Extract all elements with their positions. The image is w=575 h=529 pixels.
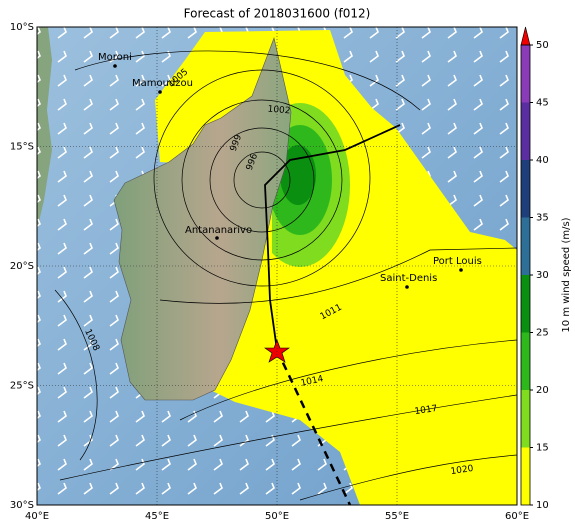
track-forecast <box>275 349 352 505</box>
colorbar-bin <box>521 390 530 448</box>
lon-tick-label: 55°E <box>385 511 409 522</box>
lon-tick-label: 40°E <box>25 511 49 522</box>
axes: 40°E 45°E 50°E 55°E 60°E 10°S 15°S 20°S 25°S 30°S <box>10 22 529 522</box>
city-marker <box>215 236 219 240</box>
lat-tick-label: 30°S <box>10 500 34 511</box>
colorbar: 10 15 20 25 30 35 40 45 50 10 m wind speed (m/s) <box>520 26 572 511</box>
city-marker <box>405 285 409 289</box>
city-label: Saint-Denis <box>380 273 437 284</box>
madagascar <box>113 36 292 401</box>
city-marker <box>113 64 117 68</box>
gridlines <box>37 27 517 505</box>
city-label: Antananarivo <box>185 225 252 236</box>
colorbar-tick-label: 45 <box>536 98 549 109</box>
city-marker <box>459 268 463 272</box>
colorbar-bin <box>521 447 530 505</box>
isobar-label: 1017 <box>414 404 438 417</box>
isobar-label: 1002 <box>267 105 291 117</box>
colorbar-extend <box>520 26 531 46</box>
frame <box>36 26 518 506</box>
lat-tick-label: 15°S <box>10 142 34 153</box>
isobar-label: 1014 <box>300 374 325 389</box>
lon-tick-label: 45°E <box>145 511 169 522</box>
isobar-label: 1020 <box>450 464 474 477</box>
colorbar-bin <box>521 217 530 275</box>
isobars <box>54 50 517 501</box>
map: Moroni Mamoudzou Antananarivo Saint-Denis Po… <box>37 27 517 505</box>
colorbar-bin <box>521 160 530 218</box>
colorbar-tick-label: 10 <box>536 500 549 511</box>
colorbar-tick-label: 35 <box>536 213 549 224</box>
city-label: Port Louis <box>433 256 482 267</box>
colorbar-tick-label: 20 <box>536 385 549 396</box>
lon-tick-label: 50°E <box>265 511 289 522</box>
colorbar-tick-label: 15 <box>536 443 549 454</box>
city-label: Mamoudzou <box>132 78 193 89</box>
lat-tick-label: 25°S <box>10 381 34 392</box>
colorbar-tick-label: 40 <box>536 155 549 166</box>
colorbar-label: 10 m wind speed (m/s) <box>561 217 572 332</box>
colorbar-bin <box>521 102 530 160</box>
title: Forecast of 2018031600 (f012) <box>184 7 371 21</box>
colorbar-tick-label: 30 <box>536 270 549 281</box>
city-marker <box>158 90 162 94</box>
colorbar-tick-label: 25 <box>536 328 549 339</box>
lat-tick-label: 10°S <box>10 22 34 33</box>
colorbar-tick-label: 50 <box>536 40 549 51</box>
colorbar-bin <box>521 275 530 333</box>
lon-tick-label: 60°E <box>505 511 529 522</box>
colorbar-bin <box>521 332 530 390</box>
lat-tick-label: 20°S <box>10 261 34 272</box>
city-label: Moroni <box>98 52 132 63</box>
colorbar-bin <box>521 45 530 103</box>
track-past <box>264 124 401 351</box>
